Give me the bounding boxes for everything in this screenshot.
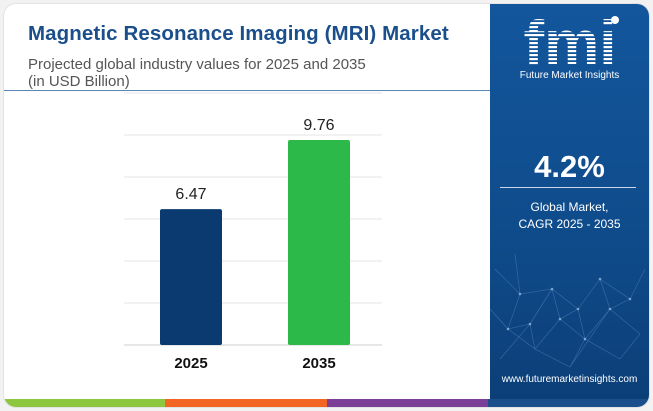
summary-panel: fmi Future Market Insights 4.2% Global M… bbox=[490, 4, 649, 399]
panel-divider bbox=[500, 187, 636, 188]
strip-segment-purple bbox=[326, 399, 488, 407]
strip-segment-green bbox=[4, 399, 166, 407]
logo-text: fmi bbox=[524, 14, 617, 72]
category-label-2025: 2025 bbox=[174, 355, 207, 372]
strip-segment-orange bbox=[165, 399, 327, 407]
value-label-2025: 6.47 bbox=[175, 186, 206, 203]
subtitle-line-1: Projected global industry values for 202… bbox=[28, 56, 366, 73]
chart-title: Magnetic Resonance Imaging (MRI) Market bbox=[28, 22, 449, 45]
category-label-2035: 2035 bbox=[302, 355, 335, 372]
cagr-value: 4.2% bbox=[534, 149, 605, 184]
network-decoration-icon bbox=[490, 253, 646, 368]
header-divider bbox=[4, 90, 490, 91]
value-label-2035: 9.76 bbox=[303, 117, 334, 134]
bar-chart: 6.47 2025 9.76 2035 bbox=[124, 92, 382, 372]
chart-card: Magnetic Resonance Imaging (MRI) Market … bbox=[4, 4, 649, 407]
cagr-label-line-2: CAGR 2025 - 2035 bbox=[518, 217, 621, 231]
website-link[interactable]: www.futuremarketinsights.com bbox=[501, 374, 638, 385]
logo-subtitle: Future Market Insights bbox=[519, 70, 620, 81]
cagr-label: Global Market, CAGR 2025 - 2035 bbox=[490, 199, 649, 233]
bar-2025 bbox=[160, 209, 222, 345]
chart-subtitle: Projected global industry values for 202… bbox=[28, 56, 448, 90]
bar-2035 bbox=[288, 140, 350, 345]
fmi-logo-icon: fmi bbox=[524, 14, 619, 72]
color-strip bbox=[4, 399, 649, 407]
cagr-label-line-1: Global Market, bbox=[530, 200, 609, 214]
subtitle-line-2: (in USD Billion) bbox=[28, 73, 130, 90]
strip-segment-blue bbox=[487, 399, 649, 407]
